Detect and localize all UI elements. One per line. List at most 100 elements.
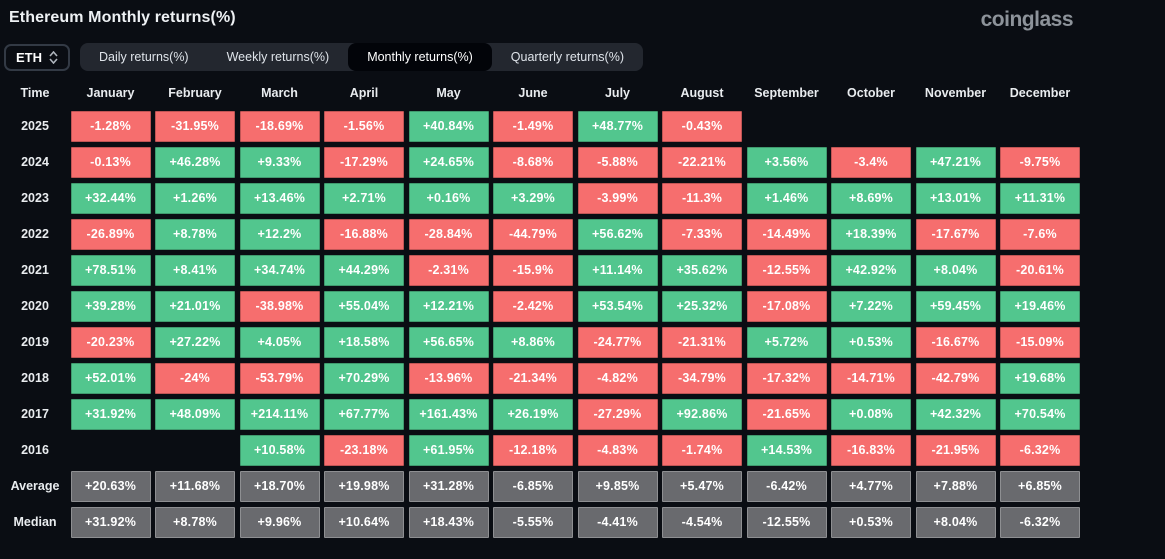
return-cell: -3.99% (577, 182, 658, 214)
return-cell: +12.21% (408, 290, 489, 322)
return-cell: +5.47% (662, 470, 742, 502)
empty-cell (71, 435, 151, 467)
return-cell: -9.75% (1000, 146, 1080, 178)
return-cell: +55.04% (324, 290, 404, 322)
return-cell: -4.83% (577, 434, 658, 466)
return-cell: +26.19% (493, 398, 573, 430)
return-cell: +3.56% (746, 146, 827, 178)
return-cell: -14.71% (831, 362, 911, 394)
return-cell: -13.96% (408, 362, 489, 394)
row-label-2024: 2024 (21, 155, 49, 170)
return-cell: +32.44% (70, 182, 151, 214)
return-cell: +9.85% (577, 470, 658, 502)
return-cell: +59.45% (915, 290, 996, 322)
month-column-header: June (518, 86, 548, 100)
row-label-2016: 2016 (21, 443, 49, 458)
return-cell: -2.42% (493, 290, 573, 322)
return-cell: +8.69% (831, 182, 911, 214)
return-cell: +0.53% (831, 326, 911, 358)
return-cell: +48.77% (577, 110, 658, 142)
row-label-2023: 2023 (21, 191, 49, 206)
return-cell: +44.29% (324, 254, 404, 286)
return-cell: -53.79% (239, 362, 320, 394)
return-cell: +8.86% (493, 326, 573, 358)
month-column-header: December (1009, 86, 1071, 100)
month-column-header: April (349, 86, 379, 100)
return-cell: -8.68% (493, 146, 573, 178)
month-column-header: May (436, 86, 461, 100)
return-cell: +1.46% (746, 182, 827, 214)
return-cell: -17.32% (746, 362, 827, 394)
return-cell: +13.01% (915, 182, 996, 214)
empty-cell (916, 111, 996, 143)
return-cell: -16.88% (324, 218, 404, 250)
return-cell: -21.31% (662, 326, 742, 358)
return-cell: -1.28% (70, 110, 151, 142)
return-cell: -34.79% (662, 362, 742, 394)
return-cell: +5.72% (746, 326, 827, 358)
page-title: Ethereum Monthly returns(%) (9, 9, 236, 26)
return-cell: +61.95% (408, 434, 489, 466)
return-cell: +31.28% (408, 470, 489, 502)
return-cell: +42.92% (831, 254, 911, 286)
return-cell: +13.46% (239, 182, 320, 214)
symbol-select-value: ETH (16, 49, 42, 65)
return-cell: +56.65% (408, 326, 489, 358)
return-cell: +11.68% (155, 470, 235, 502)
tab-weekly-returns[interactable]: Weekly returns(%) (226, 50, 330, 64)
return-cell: -16.67% (915, 326, 996, 358)
return-cell: +27.22% (155, 326, 235, 358)
tab-daily-returns[interactable]: Daily returns(%) (99, 50, 189, 64)
controls-row: ETH Daily returns(%) Weekly returns(%) Mon… (4, 43, 1165, 71)
return-cell: -17.67% (915, 218, 996, 250)
coinglass-logo: coinglass (980, 8, 1074, 31)
return-cell: -14.49% (746, 218, 827, 250)
return-cell: +31.92% (70, 398, 151, 430)
return-cell: -15.09% (1000, 326, 1080, 358)
return-cell: +12.2% (239, 218, 320, 250)
return-cell: +19.68% (1000, 362, 1080, 394)
return-cell: +52.01% (70, 362, 151, 394)
return-cell: -31.95% (155, 110, 235, 142)
return-cell: +78.51% (70, 254, 151, 286)
topbar: Ethereum Monthly returns(%) coinglass (0, 0, 1165, 30)
return-cell: -16.83% (831, 434, 911, 466)
return-cell: -24% (155, 362, 235, 394)
return-cell: -12.18% (493, 434, 573, 466)
return-cell: +20.63% (70, 470, 151, 502)
return-cell: +8.78% (155, 218, 235, 250)
return-cell: -3.4% (831, 146, 911, 178)
return-cell: +48.09% (155, 398, 235, 430)
return-cell: +42.32% (915, 398, 996, 430)
tab-quarterly-returns[interactable]: Quarterly returns(%) (510, 50, 625, 64)
return-cell: -5.55% (493, 506, 573, 538)
return-cell: +39.28% (70, 290, 151, 322)
returns-table: Time January February March April May June July… (4, 80, 1165, 538)
return-cell: +35.62% (662, 254, 742, 286)
tab-monthly-returns[interactable]: Monthly returns(%) (348, 43, 492, 71)
return-cell: -21.65% (746, 398, 827, 430)
returns-tab-bar: Daily returns(%) Weekly returns(%) Monthly… (80, 43, 644, 71)
month-column-header: January (86, 86, 135, 100)
row-label-2020: 2020 (21, 299, 49, 314)
return-cell: +21.01% (155, 290, 235, 322)
return-cell: +19.98% (324, 470, 404, 502)
return-cell: +0.16% (408, 182, 489, 214)
return-cell: +92.86% (662, 398, 742, 430)
return-cell: +7.88% (915, 470, 996, 502)
row-label-average: Average (10, 479, 60, 494)
return-cell: -21.34% (493, 362, 573, 394)
return-cell: -6.32% (1000, 434, 1080, 466)
symbol-select[interactable]: ETH (4, 43, 70, 71)
row-label-2019: 2019 (21, 335, 49, 350)
return-cell: +11.31% (1000, 182, 1080, 214)
return-cell: +70.29% (324, 362, 404, 394)
return-cell: +8.78% (155, 506, 235, 538)
return-cell: +56.62% (577, 218, 658, 250)
return-cell: +4.05% (239, 326, 320, 358)
return-cell: +1.26% (155, 182, 235, 214)
return-cell: -28.84% (408, 218, 489, 250)
return-cell: -17.29% (324, 146, 404, 178)
return-cell: -44.79% (493, 218, 573, 250)
